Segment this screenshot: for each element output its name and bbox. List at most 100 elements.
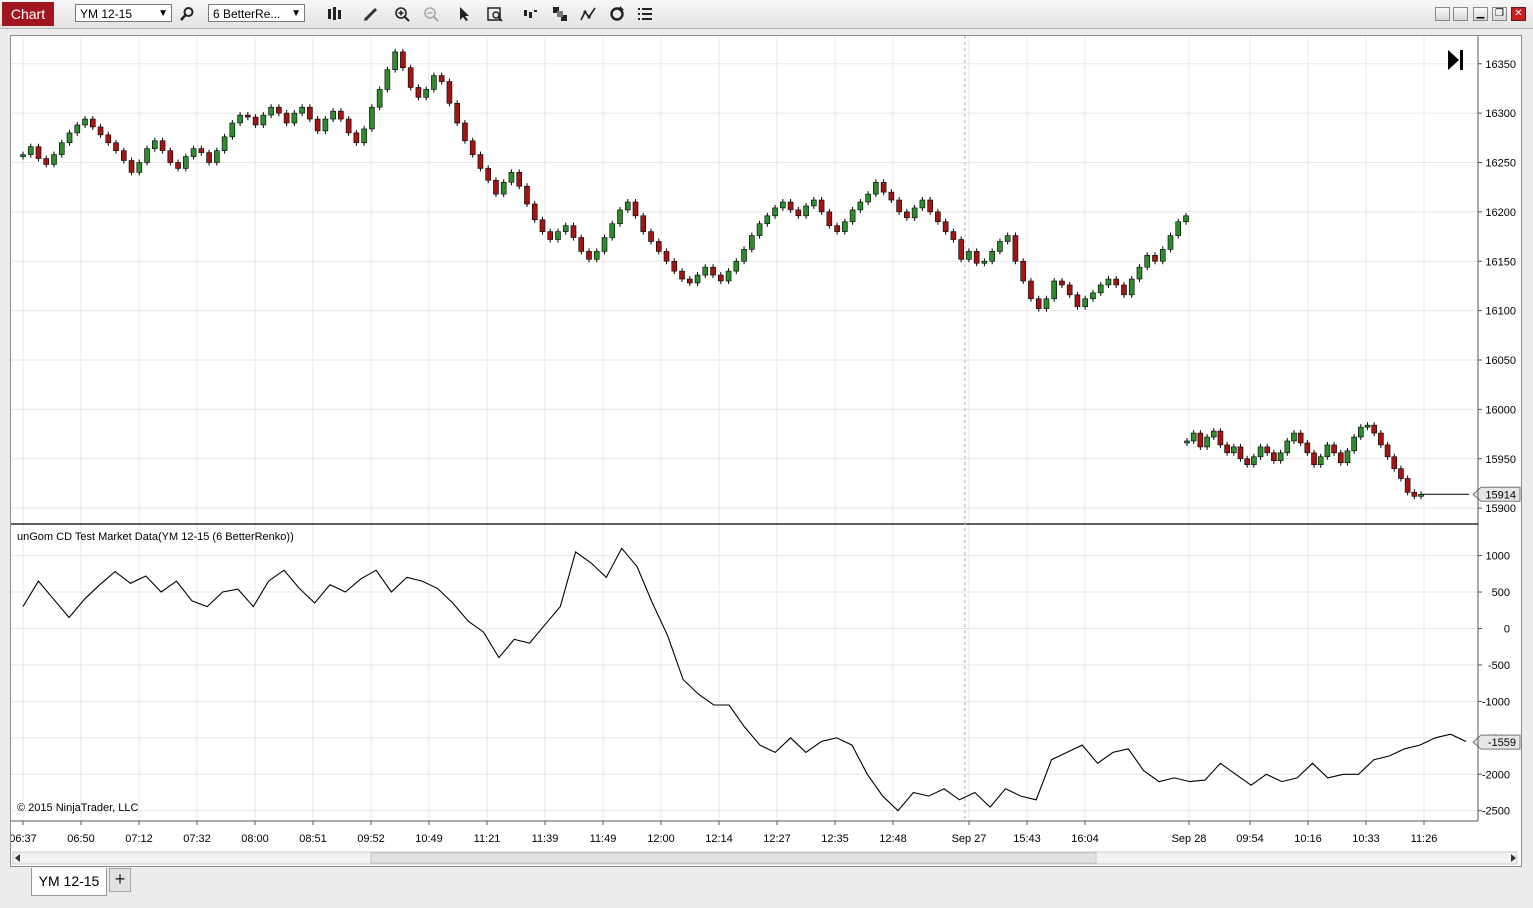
candle xyxy=(741,249,747,262)
candle xyxy=(1257,446,1264,458)
candle xyxy=(245,114,251,118)
candle xyxy=(361,128,367,144)
candle xyxy=(1113,278,1120,286)
candle xyxy=(1190,432,1197,442)
candle xyxy=(376,89,383,108)
candle xyxy=(1224,444,1230,454)
grid-lines xyxy=(11,36,1478,821)
bar-type-selector[interactable]: 6 BetterRe... ▼ xyxy=(208,4,305,22)
last-price-marker xyxy=(1472,486,1521,502)
tab-ym-12-15[interactable]: YM 12-15 xyxy=(31,868,107,896)
candle xyxy=(20,154,26,157)
candle xyxy=(1344,450,1351,464)
axes: 06:37 06:50 07:12 07:32 08:00 08:51 09:52 10:49… xyxy=(9,59,1521,845)
pointer-icon[interactable] xyxy=(454,4,474,24)
candle xyxy=(276,106,282,114)
tab-bar: YM 12-15 + xyxy=(0,868,1533,908)
candle xyxy=(1028,280,1034,300)
candle xyxy=(857,201,864,211)
tile-window-button[interactable] xyxy=(1435,7,1450,21)
price-tick-label: 16100 xyxy=(1485,306,1516,318)
candle xyxy=(873,181,879,195)
x-tick-label: 09:52 xyxy=(357,833,385,845)
instrument-selector[interactable]: YM 12-15 ▼ xyxy=(75,4,172,22)
candle xyxy=(749,235,755,250)
bar-style-icon[interactable] xyxy=(324,4,344,24)
x-tick-label: 10:49 xyxy=(415,833,443,845)
candle xyxy=(966,251,972,260)
candle xyxy=(105,134,112,144)
candle xyxy=(477,154,484,169)
candle xyxy=(128,160,135,173)
properties-icon[interactable] xyxy=(635,4,655,24)
candle xyxy=(369,106,375,130)
scroll-left-icon[interactable] xyxy=(15,854,20,862)
drawing-pencil-icon[interactable] xyxy=(361,4,381,24)
candle xyxy=(1004,235,1011,242)
add-tab-button[interactable]: + xyxy=(109,868,131,892)
indicator-tick-label: 0 xyxy=(1504,623,1510,635)
candle xyxy=(27,146,34,155)
candle xyxy=(655,241,662,252)
candle xyxy=(524,185,530,205)
tile-window-button-2[interactable] xyxy=(1453,7,1468,21)
candle xyxy=(400,51,406,68)
search-icon[interactable] xyxy=(177,4,197,24)
x-tick-label: 08:51 xyxy=(299,833,327,845)
candle xyxy=(671,260,678,272)
x-tick-label: 11:39 xyxy=(532,833,559,845)
data-box-icon[interactable] xyxy=(485,4,505,24)
strategies-icon[interactable] xyxy=(550,4,570,24)
candle xyxy=(632,201,639,217)
zoom-in-icon[interactable] xyxy=(392,4,412,24)
candle xyxy=(1210,430,1217,438)
candle xyxy=(624,201,631,211)
candle xyxy=(1297,432,1304,444)
candle xyxy=(43,158,50,165)
candle xyxy=(997,241,1003,252)
candle xyxy=(911,207,918,219)
candle xyxy=(322,118,329,132)
x-tick-label: 12:48 xyxy=(879,833,907,845)
candle xyxy=(826,211,833,226)
reload-icon[interactable] xyxy=(607,4,627,24)
candle xyxy=(1090,292,1096,300)
candle xyxy=(415,87,422,98)
candle xyxy=(1012,235,1019,262)
scroll-to-end-icon[interactable] xyxy=(1448,50,1463,70)
indicators-icon[interactable] xyxy=(520,4,540,24)
horizontal-scrollbar[interactable] xyxy=(12,851,1518,865)
candle xyxy=(221,136,228,151)
candle xyxy=(516,172,523,187)
candle xyxy=(865,193,871,203)
x-tick-label: 11:21 xyxy=(474,833,501,845)
candle xyxy=(1244,458,1250,465)
candle xyxy=(617,209,623,225)
zoom-out-icon[interactable] xyxy=(421,4,441,24)
indicator-tick-label: -2000 xyxy=(1482,769,1510,781)
candle xyxy=(1059,280,1065,286)
x-tick-label: 15:43 xyxy=(1013,833,1041,845)
candle xyxy=(1317,456,1324,465)
maximize-button[interactable]: ❐ xyxy=(1492,7,1507,21)
candle xyxy=(935,211,941,223)
line-tool-icon[interactable] xyxy=(578,4,598,24)
close-button[interactable]: ✕ xyxy=(1511,7,1526,21)
candle xyxy=(345,118,352,134)
candle xyxy=(640,215,647,232)
candle xyxy=(1121,284,1127,296)
candle xyxy=(1035,298,1042,309)
indicator-label: unGom CD Test Market Data(YM 12-15 (6 Be… xyxy=(17,531,294,543)
candle xyxy=(1384,444,1391,458)
x-tick-label: 12:00 xyxy=(647,833,675,845)
candle xyxy=(1331,444,1337,454)
candle xyxy=(663,251,670,262)
candle xyxy=(423,89,429,98)
candle xyxy=(1152,255,1158,262)
candle xyxy=(1066,284,1073,296)
candle xyxy=(1020,260,1026,282)
candle xyxy=(795,209,802,217)
minimize-button[interactable]: ▁ xyxy=(1473,7,1488,21)
bar-type-value: 6 BetterRe... xyxy=(213,7,281,21)
scroll-right-icon[interactable] xyxy=(1511,854,1516,862)
